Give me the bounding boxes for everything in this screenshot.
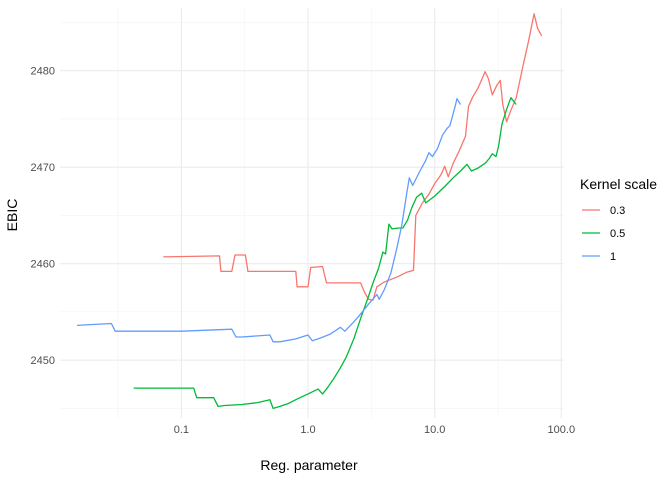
- legend-label-kernel-0-5: 0.5: [610, 228, 625, 240]
- y-tick-label: 2450: [31, 355, 55, 367]
- legend-items: 0.3 0.5 1: [582, 205, 625, 263]
- series-line-kernel-0-3: [163, 13, 543, 301]
- series-line-kernel-1: [77, 98, 462, 343]
- x-tick-label: 0.1: [174, 424, 189, 436]
- legend: Kernel scale 0.3 0.5 1: [580, 176, 657, 263]
- y-axis-tick-labels: 2450 2460 2470 2480: [31, 66, 55, 367]
- y-tick-label: 2480: [31, 66, 55, 78]
- y-axis-title: EBIC: [4, 199, 20, 232]
- y-tick-label: 2470: [31, 162, 55, 174]
- x-axis-tick-labels: 0.1 1.0 10.0 100.0: [174, 424, 575, 436]
- x-tick-label: 1.0: [300, 424, 315, 436]
- x-tick-label: 10.0: [424, 424, 445, 436]
- minor-gridlines: [60, 8, 564, 418]
- legend-label-kernel-0-3: 0.3: [610, 205, 625, 217]
- series-lines: [77, 13, 543, 410]
- legend-title: Kernel scale: [580, 176, 657, 192]
- x-axis-title: Reg. parameter: [260, 457, 358, 473]
- x-tick-label: 100.0: [548, 424, 576, 436]
- series-line-kernel-0-5: [133, 97, 517, 410]
- y-tick-label: 2460: [31, 259, 55, 271]
- major-gridlines: [60, 8, 564, 418]
- legend-label-kernel-1: 1: [610, 251, 616, 263]
